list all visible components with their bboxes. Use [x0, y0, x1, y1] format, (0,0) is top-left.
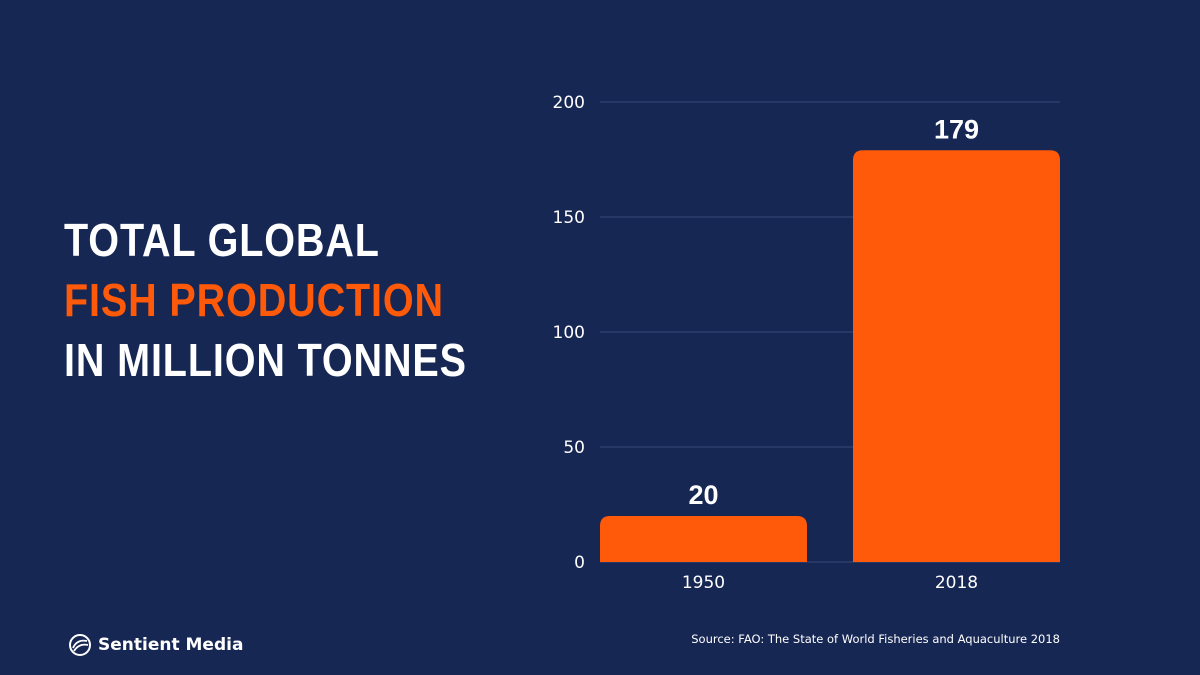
source-note: Source: FAO: The State of World Fisherie…: [691, 632, 1060, 646]
bar-1950: [600, 516, 807, 562]
title-line-3: IN MILLION TONNES: [64, 334, 467, 386]
chart-title: TOTAL GLOBAL FISH PRODUCTION IN MILLION …: [64, 210, 534, 390]
bars: [600, 150, 1060, 563]
title-line-2: FISH PRODUCTION: [64, 274, 444, 326]
y-tick-label-100: 100: [553, 323, 585, 343]
y-axis-ticks: 0 50 100 150 200: [553, 93, 585, 573]
brand-name: Sentient Media: [98, 635, 244, 655]
value-label-2018: 179: [934, 114, 979, 144]
x-tick-label-1950: 1950: [682, 573, 725, 593]
y-tick-label-50: 50: [563, 438, 585, 458]
brand-logo: Sentient Media: [68, 632, 243, 658]
bar-labels: 20 1950 179 2018: [682, 114, 979, 593]
title-line-1: TOTAL GLOBAL: [64, 214, 380, 266]
y-tick-label-200: 200: [553, 93, 585, 113]
bar-2018: [853, 150, 1060, 563]
y-tick-label-0: 0: [574, 553, 585, 573]
x-tick-label-2018: 2018: [935, 573, 978, 593]
y-tick-label-150: 150: [553, 208, 585, 228]
sentient-media-logo-icon: [69, 634, 91, 656]
value-label-1950: 20: [688, 480, 718, 510]
